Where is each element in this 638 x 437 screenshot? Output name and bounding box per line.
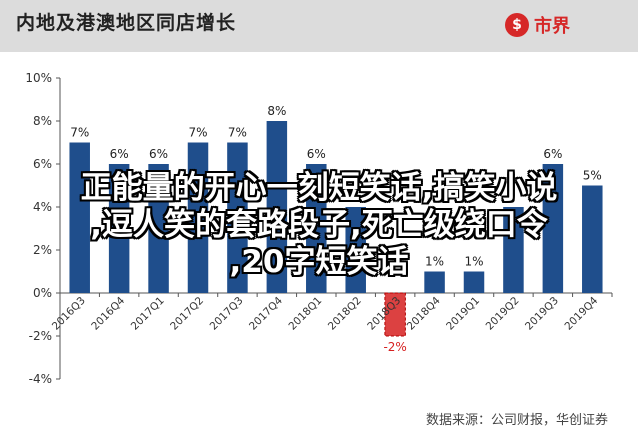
x-tick-label: 2018Q2 (326, 295, 364, 333)
data-label-2017Q2: 7% (188, 126, 207, 140)
data-label-2016Q3: 7% (70, 126, 89, 140)
x-tick-label: 2018Q1 (286, 295, 324, 333)
x-tick-label: 2017Q4 (247, 294, 285, 332)
y-tick-label: 10% (25, 71, 52, 85)
data-label-2018Q3: -2% (383, 340, 406, 354)
bar-2017Q3 (227, 142, 248, 293)
bar-chart: -4% -2% 0% 2% 4% 6% 8% 10% 7% 2016Q3 6% 2016Q4 6% 201… (25, 71, 613, 386)
bar-2018Q1 (306, 164, 327, 293)
bar-2017Q4 (266, 121, 288, 293)
y-tick-label: -4% (29, 372, 52, 386)
data-label-2018Q1: 6% (307, 147, 326, 161)
x-tick-label: 2017Q2 (168, 295, 206, 333)
overlay-line-1: 正能量的开心一刻短笑话,搞笑小说 (80, 170, 558, 206)
x-tick-label: 2019Q2 (484, 295, 522, 333)
y-tick-label: 6% (33, 157, 52, 171)
bar-2017Q2 (187, 142, 209, 293)
bar-2019Q1 (463, 271, 485, 293)
data-label-2017Q4: 8% (267, 104, 286, 118)
data-label-2019Q4: 5% (583, 169, 602, 183)
data-label-2017Q1: 6% (149, 147, 168, 161)
bar-2019Q2 (503, 207, 524, 293)
x-tick-label: 2016Q4 (89, 294, 127, 332)
x-tick-label: 2016Q3 (50, 295, 88, 333)
bar-2018Q4 (424, 271, 445, 293)
bar-2016Q3 (69, 142, 90, 293)
x-tick-label: 2017Q3 (208, 295, 246, 333)
bar-2016Q4 (108, 164, 130, 293)
bar-2019Q4 (582, 185, 603, 293)
x-tick-label: 2018Q4 (405, 294, 443, 332)
data-label-2016Q4: 6% (110, 147, 129, 161)
brand-logo: $ 市界 (505, 8, 570, 42)
y-tick-label: 4% (33, 200, 52, 214)
y-tick-label: 0% (33, 286, 52, 300)
bar-2018Q2 (345, 207, 366, 293)
data-label-2019Q1: 1% (464, 255, 483, 269)
y-tick-label: -2% (29, 329, 52, 343)
brand-logo-text: 市界 (534, 16, 570, 37)
y-tick-label: 8% (33, 114, 52, 128)
x-tick-label: 2019Q1 (444, 295, 482, 333)
overlay-caption: 正能量的开心一刻短笑话,搞笑小说 ,逗人笑的套路段子,死亡级绕口令 ,20字短笑… (0, 170, 638, 281)
data-source: 数据来源：公司财报，华创证券 (425, 413, 608, 428)
brand-logo-icon: $ (505, 13, 529, 37)
data-label-2019Q3: 6% (543, 147, 562, 161)
bar-2018Q3 (384, 292, 406, 337)
bar-2017Q1 (148, 164, 169, 293)
overlay-line-2: ,逗人笑的套路段子,死亡级绕口令 (90, 207, 548, 243)
data-label-2018Q4: 1% (425, 255, 444, 269)
x-tick-label: 2017Q1 (129, 295, 167, 333)
y-tick-label: 2% (33, 243, 52, 257)
x-tick-label: 2019Q4 (562, 294, 600, 332)
header-bar: 内地及港澳地区同店增长 $ 市界 (0, 0, 638, 52)
page-title: 内地及港澳地区同店增长 (16, 12, 237, 34)
bar-2019Q3 (542, 164, 564, 293)
overlay-line-3: ,20字短笑话 (229, 244, 409, 280)
data-label-2017Q3: 7% (228, 126, 247, 140)
x-tick-label: 2019Q3 (523, 295, 561, 333)
